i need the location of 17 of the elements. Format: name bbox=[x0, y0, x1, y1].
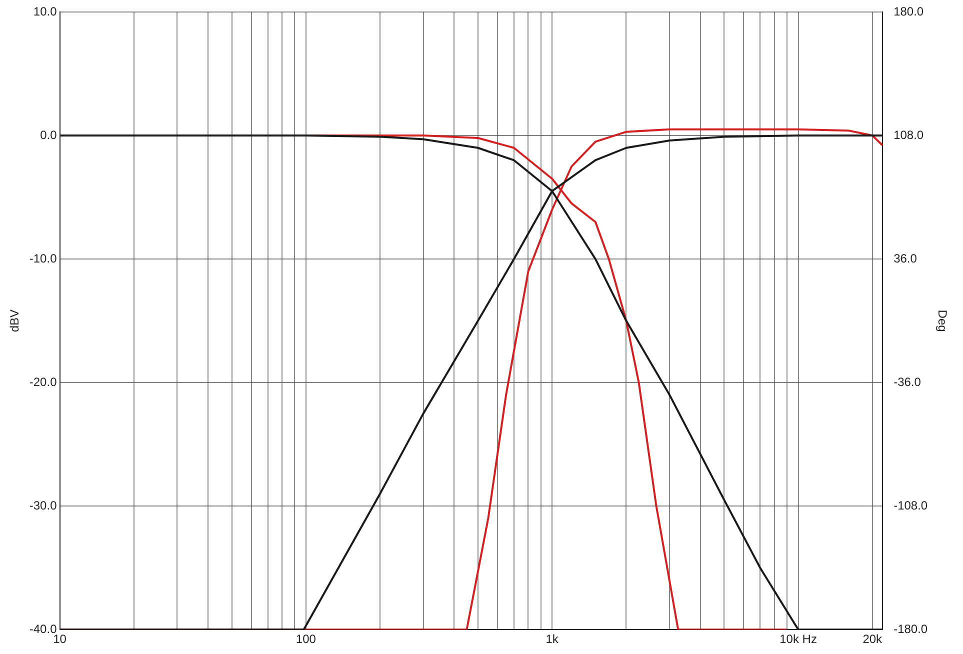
x-tick-label: 100 bbox=[296, 632, 316, 646]
y2-tick-label: 36.0 bbox=[894, 251, 918, 266]
x-tick-label: 20k bbox=[862, 632, 884, 646]
x-tick-label: 10k Hz bbox=[780, 632, 817, 646]
y2-tick-label: -36.0 bbox=[894, 374, 922, 389]
y2-tick-label: 108.0 bbox=[894, 128, 924, 142]
x-tick-label: 1k bbox=[546, 632, 560, 646]
y2-axis-title: Deg bbox=[935, 310, 950, 332]
y-tick-label: -20.0 bbox=[29, 374, 58, 389]
y2-tick-label: -108.0 bbox=[894, 498, 928, 512]
y-tick-label: 10.0 bbox=[33, 4, 58, 18]
y-tick-label: -10.0 bbox=[29, 251, 58, 266]
y2-tick-label: -180.0 bbox=[894, 622, 928, 636]
y2-tick-label: 180.0 bbox=[894, 4, 924, 18]
y-axis-title: dBV bbox=[8, 309, 22, 332]
y-tick-label: -30.0 bbox=[29, 498, 58, 512]
y-tick-label: 0.0 bbox=[40, 128, 58, 142]
